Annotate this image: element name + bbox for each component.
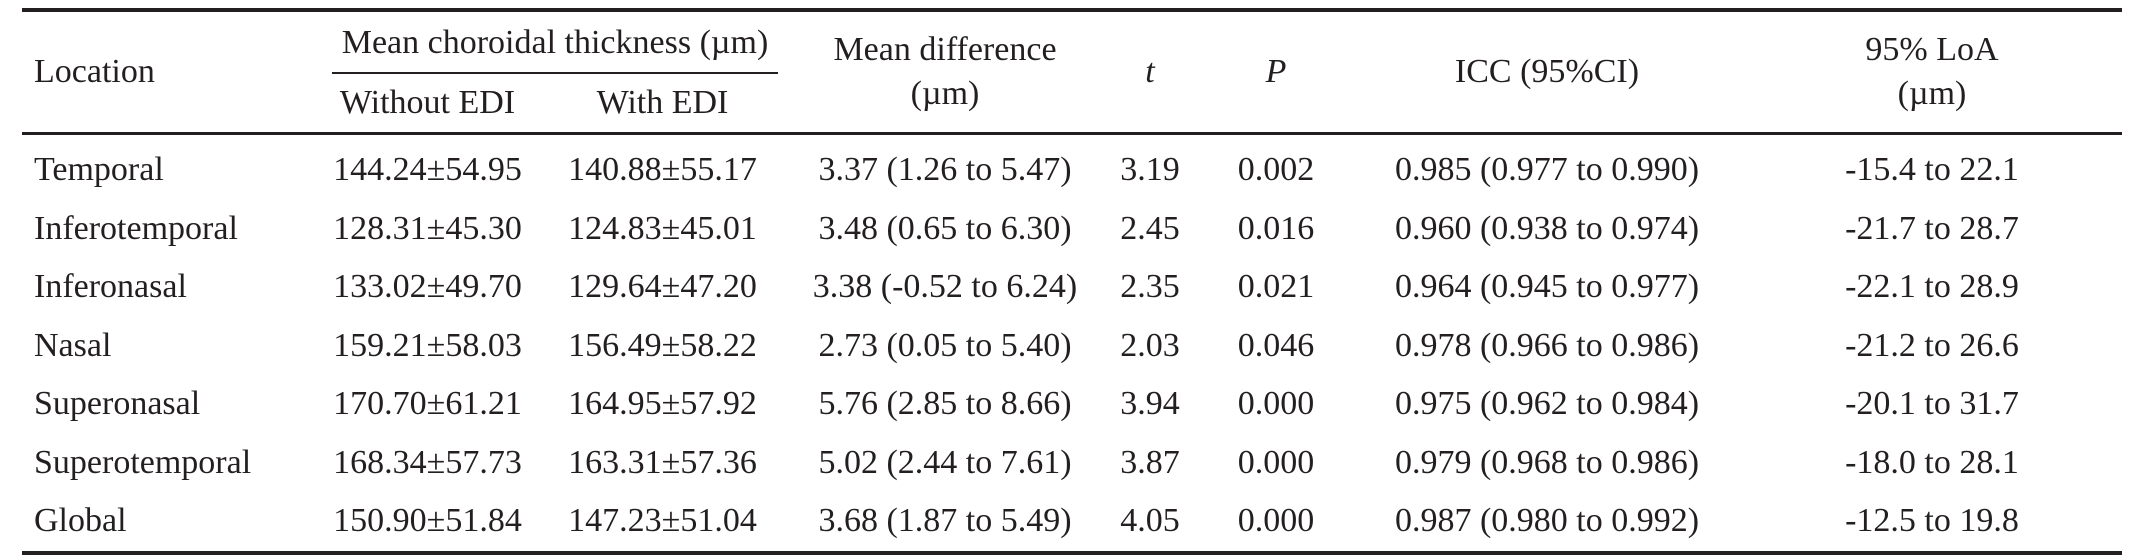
cell-icc: 0.978 (0.966 to 0.986) bbox=[1394, 326, 1700, 364]
table-header: Location Mean choroidal thickness (µm) M… bbox=[22, 8, 2122, 135]
header-mean-choroidal-thickness-label: Mean choroidal thickness (µm) bbox=[341, 24, 769, 61]
cell-loa: -22.1 to 28.9 bbox=[1845, 268, 2019, 306]
cell-location: Global bbox=[22, 492, 320, 555]
cell-icc: 0.979 (0.968 to 0.986) bbox=[1394, 443, 1700, 481]
header-mean-choroidal-thickness: Mean choroidal thickness (µm) bbox=[320, 8, 790, 74]
group-header-rule bbox=[332, 72, 778, 74]
cell-with-edi: 140.88±55.17 bbox=[568, 151, 757, 189]
cell-icc: 0.987 (0.980 to 0.992) bbox=[1352, 492, 1742, 555]
cell-with-edi: 164.95±57.92 bbox=[568, 385, 757, 423]
cell-p: 0.000 bbox=[1237, 443, 1315, 481]
cell-loa: -20.1 to 31.7 bbox=[1845, 385, 2019, 423]
cell-t: 2.03 bbox=[1120, 326, 1180, 364]
cell-t: 3.94 bbox=[1120, 385, 1180, 423]
cell-without-edi: 150.90±51.84 bbox=[320, 492, 535, 555]
cell-mean-difference: 5.02 (2.44 to 7.61) bbox=[818, 443, 1072, 481]
cell-t: 3.87 bbox=[1120, 443, 1180, 481]
header-loa-line2: (µm) bbox=[1897, 75, 1967, 112]
cell-t: 3.19 bbox=[1120, 151, 1180, 189]
cell-without-edi: 133.02±49.70 bbox=[333, 268, 522, 306]
cell-without-edi: 170.70±61.21 bbox=[333, 385, 522, 423]
cell-mean-difference: 3.38 (-0.52 to 6.24) bbox=[812, 268, 1078, 306]
cell-p: 0.002 bbox=[1237, 151, 1315, 189]
header-mean-difference-line1: Mean difference bbox=[833, 31, 1057, 68]
header-loa: 95% LoA (µm) bbox=[1742, 8, 2122, 135]
cell-location: Inferonasal bbox=[34, 268, 187, 306]
table-row: Temporal 144.24±54.95 140.88±55.17 3.37 … bbox=[22, 134, 2122, 200]
table-row: Superotemporal 168.34±57.73 163.31±57.36… bbox=[22, 434, 2122, 493]
cell-location: Inferotemporal bbox=[34, 209, 238, 247]
cell-mean-difference: 3.68 (1.87 to 5.49) bbox=[790, 492, 1100, 555]
cell-t: 2.45 bbox=[1120, 209, 1180, 247]
cell-mean-difference: 5.76 (2.85 to 8.66) bbox=[818, 385, 1072, 423]
cell-loa: -21.7 to 28.7 bbox=[1845, 209, 2019, 247]
cell-location: Superonasal bbox=[34, 385, 201, 423]
header-p: P bbox=[1200, 8, 1352, 135]
header-location: Location bbox=[22, 8, 320, 135]
cell-loa: -15.4 to 22.1 bbox=[1845, 151, 2019, 189]
results-table-container: Location Mean choroidal thickness (µm) M… bbox=[22, 8, 2122, 555]
header-icc: ICC (95%CI) bbox=[1352, 8, 1742, 135]
header-mean-difference-line2: (µm) bbox=[910, 75, 980, 112]
cell-icc: 0.960 (0.938 to 0.974) bbox=[1394, 209, 1700, 247]
cell-without-edi: 168.34±57.73 bbox=[333, 443, 522, 481]
header-mean-difference: Mean difference (µm) bbox=[790, 8, 1100, 135]
cell-location: Nasal bbox=[34, 326, 112, 364]
cell-with-edi: 163.31±57.36 bbox=[568, 443, 757, 481]
cell-p: 0.000 bbox=[1237, 385, 1315, 423]
cell-p: 0.046 bbox=[1237, 326, 1315, 364]
table-row: Global 150.90±51.84 147.23±51.04 3.68 (1… bbox=[22, 492, 2122, 555]
cell-loa: -12.5 to 19.8 bbox=[1742, 492, 2122, 555]
table-body: Temporal 144.24±54.95 140.88±55.17 3.37 … bbox=[22, 134, 2122, 555]
table-row: Inferonasal 133.02±49.70 129.64±47.20 3.… bbox=[22, 258, 2122, 317]
cell-with-edi: 156.49±58.22 bbox=[568, 326, 757, 364]
cell-t: 2.35 bbox=[1120, 268, 1180, 306]
cell-icc: 0.964 (0.945 to 0.977) bbox=[1394, 268, 1700, 306]
cell-t: 4.05 bbox=[1100, 492, 1200, 555]
table-row: Inferotemporal 128.31±45.30 124.83±45.01… bbox=[22, 200, 2122, 259]
cell-icc: 0.975 (0.962 to 0.984) bbox=[1394, 385, 1700, 423]
cell-without-edi: 144.24±54.95 bbox=[333, 151, 522, 189]
cell-p: 0.021 bbox=[1237, 268, 1315, 306]
cell-with-edi: 147.23±51.04 bbox=[535, 492, 790, 555]
cell-icc: 0.985 (0.977 to 0.990) bbox=[1394, 151, 1700, 189]
choroidal-thickness-table: Location Mean choroidal thickness (µm) M… bbox=[22, 8, 2122, 555]
cell-loa: -18.0 to 28.1 bbox=[1845, 443, 2019, 481]
cell-with-edi: 124.83±45.01 bbox=[568, 209, 757, 247]
cell-location: Temporal bbox=[34, 151, 164, 189]
cell-mean-difference: 2.73 (0.05 to 5.40) bbox=[818, 326, 1072, 364]
cell-mean-difference: 3.37 (1.26 to 5.47) bbox=[818, 151, 1072, 189]
header-t: t bbox=[1100, 8, 1200, 135]
header-loa-line1: 95% LoA bbox=[1865, 31, 1999, 68]
header-with-edi: With EDI bbox=[535, 74, 790, 135]
cell-p: 0.000 bbox=[1200, 492, 1352, 555]
table-row: Superonasal 170.70±61.21 164.95±57.92 5.… bbox=[22, 375, 2122, 434]
cell-with-edi: 129.64±47.20 bbox=[568, 268, 757, 306]
cell-loa: -21.2 to 26.6 bbox=[1845, 326, 2019, 364]
cell-without-edi: 159.21±58.03 bbox=[333, 326, 522, 364]
cell-without-edi: 128.31±45.30 bbox=[333, 209, 522, 247]
cell-location: Superotemporal bbox=[34, 443, 252, 481]
table-row: Nasal 159.21±58.03 156.49±58.22 2.73 (0.… bbox=[22, 317, 2122, 376]
cell-p: 0.016 bbox=[1237, 209, 1315, 247]
cell-mean-difference: 3.48 (0.65 to 6.30) bbox=[818, 209, 1072, 247]
header-without-edi: Without EDI bbox=[320, 74, 535, 135]
